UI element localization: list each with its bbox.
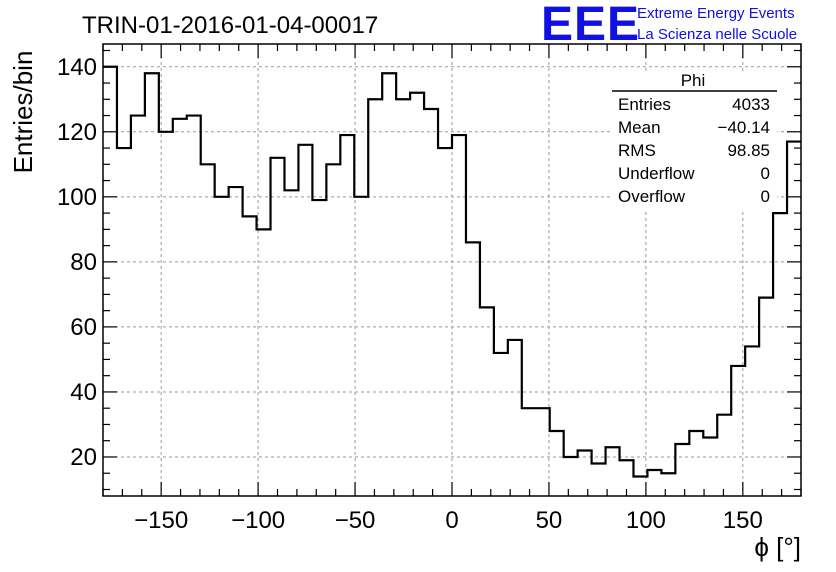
stats-row-value: −40.14 bbox=[718, 118, 770, 137]
y-tick-label: 60 bbox=[70, 314, 97, 341]
x-tick-label: 150 bbox=[723, 507, 763, 534]
stats-row-label: Underflow bbox=[618, 164, 695, 183]
stats-row-label: Mean bbox=[618, 118, 661, 137]
x-tick-labels: −150 −100 −50 0 50 100 150 bbox=[134, 507, 763, 534]
stats-box-bg bbox=[612, 72, 777, 210]
stats-row-label: RMS bbox=[618, 141, 656, 160]
x-tick-label: 0 bbox=[445, 507, 458, 534]
axis-ticks bbox=[102, 44, 802, 496]
grid-lines bbox=[103, 44, 801, 496]
x-tick-label: −150 bbox=[134, 507, 188, 534]
y-tick-label: 120 bbox=[57, 119, 97, 146]
logo-letters: EEE bbox=[541, 0, 640, 51]
logo-line-1: Extreme Energy Events bbox=[637, 5, 795, 22]
y-tick-label: 100 bbox=[57, 184, 97, 211]
y-tick-labels: 20 40 60 80 100 120 140 bbox=[57, 54, 97, 471]
stats-row-label: Entries bbox=[618, 95, 671, 114]
stats-box-title: Phi bbox=[681, 71, 706, 90]
x-tick-label: −50 bbox=[335, 507, 376, 534]
logo-line-2: La Scienza nelle Scuole bbox=[637, 26, 797, 43]
eee-logo: EEE Extreme Energy Events La Scienza nel… bbox=[541, 0, 797, 51]
chart-title: TRIN-01-2016-01-04-00017 bbox=[82, 12, 378, 39]
x-tick-label: −100 bbox=[231, 507, 285, 534]
stats-box: Phi Entries 4033 Mean −40.14 RMS 98.85 Underfl… bbox=[612, 71, 777, 210]
histogram-step-line bbox=[103, 65, 801, 478]
y-tick-label: 80 bbox=[70, 249, 97, 276]
stats-row-value: 4033 bbox=[732, 95, 770, 114]
plot-frame bbox=[102, 43, 802, 497]
y-tick-label: 140 bbox=[57, 54, 97, 81]
stats-row-label: Overflow bbox=[618, 187, 686, 206]
stats-row-value: 0 bbox=[761, 164, 770, 183]
stats-row-value: 98.85 bbox=[727, 141, 770, 160]
y-axis-label: Entries/bin bbox=[8, 51, 38, 174]
x-axis-label: ϕ [°] bbox=[754, 532, 801, 562]
stats-box-rows: Entries 4033 Mean −40.14 RMS 98.85 Underflow 0 O… bbox=[618, 95, 770, 206]
stats-row-value: 0 bbox=[761, 187, 770, 206]
y-tick-label: 20 bbox=[70, 444, 97, 471]
x-tick-label: 50 bbox=[536, 507, 563, 534]
x-tick-label: 100 bbox=[626, 507, 666, 534]
y-tick-label: 40 bbox=[70, 379, 97, 406]
